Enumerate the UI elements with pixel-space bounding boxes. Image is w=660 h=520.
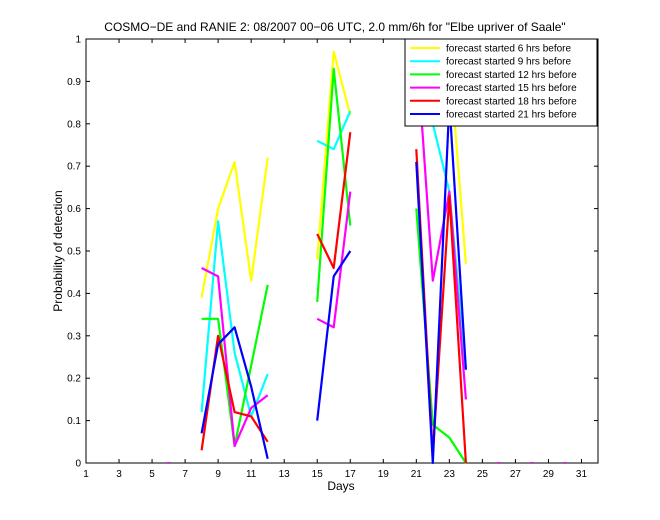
y-tick-label: 0.5 — [67, 247, 81, 258]
series-line-2 — [200, 220, 269, 418]
x-tick-label: 31 — [576, 469, 588, 480]
legend-box — [404, 38, 598, 127]
y-tick-label: 0.4 — [67, 289, 81, 300]
series-line-6 — [200, 326, 269, 460]
y-tick-label: 0.2 — [67, 374, 81, 385]
x-tick-label: 15 — [312, 469, 324, 480]
series-line-4 — [316, 191, 352, 329]
x-tick-label: 21 — [411, 469, 423, 480]
x-tick-label: 1 — [83, 469, 89, 480]
legend-label: forecast started 21 hrs before — [446, 110, 577, 121]
series-line-1 — [200, 157, 269, 298]
x-tick-label: 3 — [116, 469, 122, 480]
x-tick-label: 23 — [444, 469, 456, 480]
y-tick-label: 1 — [75, 35, 81, 46]
series-line-6 — [415, 101, 467, 465]
x-tick-label: 19 — [378, 469, 390, 480]
x-tick-label: 27 — [510, 469, 522, 480]
legend-entries: forecast started 6 hrs before forecast st… — [410, 44, 577, 121]
legend-label: forecast started 18 hrs before — [446, 96, 577, 107]
x-axis-label: Days — [327, 479, 354, 493]
x-tick-label: 9 — [215, 469, 221, 480]
legend-label: forecast started 9 hrs before — [446, 57, 572, 68]
y-tick-label: 0.3 — [67, 331, 81, 342]
series-line-1 — [316, 50, 352, 260]
y-tick-label: 0.1 — [67, 416, 81, 427]
y-tick-label: 0.8 — [67, 119, 81, 130]
y-tick-label: 0.6 — [67, 204, 81, 215]
series-line-4 — [201, 267, 269, 448]
legend-label: forecast started 12 hrs before — [446, 70, 577, 81]
legend-label: forecast started 6 hrs before — [446, 44, 572, 55]
x-axis: 1 3 5 7 9 11 13 15 17 19 21 23 25 27 29 31 — [83, 39, 587, 480]
x-tick-label: 5 — [149, 469, 155, 480]
x-tick-label: 29 — [543, 469, 555, 480]
series-line-4 — [415, 43, 467, 400]
x-tick-label: 7 — [182, 469, 188, 480]
chart-title: COSMO−DE and RANIE 2: 08/2007 00−06 UTC,… — [104, 20, 565, 34]
y-axis: 0 0.1 0.2 0.3 0.4 0.5 0.6 0.7 0.8 0.9 1 — [67, 35, 598, 470]
x-tick-label: 11 — [246, 469, 257, 480]
x-tick-label: 25 — [477, 469, 489, 480]
y-tick-label: 0 — [75, 459, 81, 470]
legend-label: forecast started 15 hrs before — [446, 83, 577, 94]
series-line-6 — [316, 250, 352, 421]
y-tick-label: 0.9 — [67, 77, 81, 88]
x-tick-label: 13 — [279, 469, 291, 480]
y-axis-label: Probability of detection — [51, 190, 65, 311]
legend: forecast started 6 hrs before forecast st… — [404, 38, 598, 127]
x-tick-label: 17 — [345, 469, 357, 480]
series-line-2 — [316, 110, 352, 151]
y-tick-label: 0.7 — [67, 162, 81, 173]
series-line-5 — [316, 132, 352, 270]
